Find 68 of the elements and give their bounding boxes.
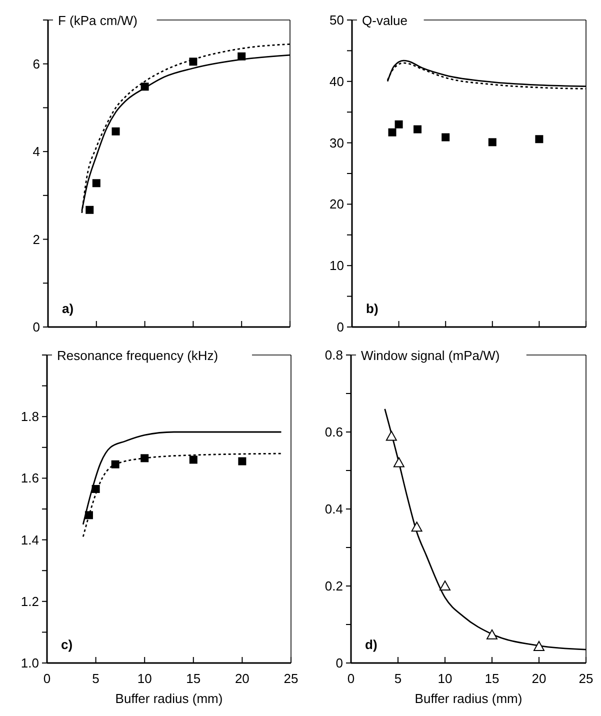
point	[140, 454, 149, 462]
annotation: d)	[365, 637, 378, 652]
point	[238, 52, 246, 60]
point	[189, 456, 198, 464]
y-tick-label: 4	[32, 144, 40, 160]
chart-title: Window signal (mPa/W)	[361, 348, 500, 363]
point	[394, 120, 403, 128]
x-tick-label: 15	[186, 671, 201, 686]
y-tick-label: 6	[32, 56, 40, 72]
point	[112, 127, 120, 136]
y-tick-label: 40	[330, 74, 344, 89]
point	[86, 206, 94, 214]
y-tick-label: 10	[330, 258, 344, 274]
y-tick-label: 50	[330, 12, 344, 28]
line-series	[82, 431, 282, 526]
y-tick-label: 1.6	[20, 470, 39, 486]
y-tick-label: 20	[330, 196, 344, 212]
x-tick-label: 20	[532, 671, 546, 686]
y-tick-label: 0	[336, 656, 343, 670]
y-tick-label: 0	[32, 320, 40, 334]
x-tick-label: 5	[394, 671, 402, 686]
point	[414, 125, 422, 134]
point	[411, 522, 422, 532]
y-tick-label: 1.0	[20, 656, 39, 670]
y-tick-label: 0	[336, 320, 344, 334]
x-tick-label: 0	[43, 671, 51, 686]
y-tick-label: 2	[32, 232, 40, 247]
y-tick-label: 0.6	[324, 424, 343, 440]
x-tick-label: 25	[284, 671, 298, 686]
line-series	[82, 452, 282, 538]
x-tick-label: 15	[484, 671, 500, 686]
y-tick-label: 1.2	[20, 594, 39, 609]
point	[140, 82, 149, 91]
annotation: b)	[366, 301, 378, 316]
point	[92, 484, 100, 493]
x-axis-title: Buffer radius (mm)	[115, 691, 223, 706]
x-tick-label: 0	[347, 671, 355, 686]
point	[84, 511, 93, 520]
x-tick-label: 10	[438, 671, 452, 686]
y-tick-label: 0.2	[324, 578, 343, 594]
chart-title: Q-value	[362, 13, 408, 28]
point	[534, 640, 544, 651]
point	[238, 457, 246, 466]
y-tick-label: 0.8	[324, 348, 343, 362]
point	[189, 58, 198, 66]
x-axis-title: Buffer radius (mm)	[414, 691, 522, 706]
point	[386, 430, 397, 441]
annotation: a)	[62, 301, 74, 316]
x-tick-label: 20	[234, 671, 250, 686]
point	[393, 457, 404, 468]
point	[535, 135, 544, 144]
annotation: c)	[61, 637, 73, 652]
chart-title: Resonance frequency (kHz)	[57, 348, 218, 363]
point	[442, 133, 450, 142]
point	[488, 138, 496, 146]
chart-title: F (kPa cm/W)	[58, 13, 138, 28]
x-tick-label: 5	[92, 671, 100, 686]
y-tick-label: 0.4	[324, 502, 343, 516]
point	[111, 460, 120, 468]
point	[440, 580, 450, 590]
point	[92, 179, 100, 188]
point	[388, 128, 396, 136]
x-tick-label: 10	[137, 671, 152, 686]
y-tick-label: 1.4	[20, 532, 39, 548]
y-tick-label: 30	[330, 135, 344, 150]
x-tick-label: 25	[578, 671, 594, 686]
point	[486, 629, 498, 640]
y-tick-label: 1.8	[20, 409, 39, 424]
